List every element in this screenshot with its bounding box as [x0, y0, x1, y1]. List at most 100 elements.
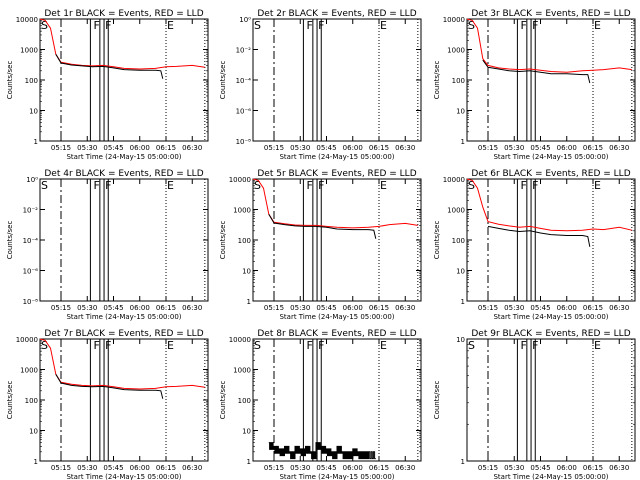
x-axis-label: Start Time (24-May-15 05:00:00) — [66, 473, 181, 480]
y-tick-label: 1000 — [20, 367, 38, 375]
y-tick-label: 100 — [25, 397, 38, 405]
event-marker-F: F — [105, 19, 111, 32]
event-marker-F: F — [521, 339, 527, 352]
x-tick-label: 06:15 — [369, 304, 389, 312]
y-axis-label: Counts/sec — [219, 61, 227, 100]
event-marker-S: S — [254, 19, 261, 32]
y-axis-label: Counts/sec — [6, 381, 14, 420]
y-tick-label: 10⁻⁴ — [23, 237, 39, 245]
y-tick-label: 10⁻⁶ — [23, 268, 39, 276]
event-marker-S: S — [41, 179, 48, 192]
x-tick-label: 06:00 — [130, 304, 150, 312]
x-tick-label: 06:15 — [156, 144, 176, 152]
y-tick-label: 1 — [461, 138, 465, 146]
event-marker-F: F — [318, 179, 324, 192]
series-events-line — [268, 213, 377, 239]
chart-title: Det 7r BLACK = Events, RED = LLD — [44, 329, 203, 339]
x-tick-label: 05:15 — [51, 144, 71, 152]
x-tick-label: 06:00 — [343, 144, 363, 152]
event-marker-E: E — [380, 339, 387, 352]
x-tick-label: 06:30 — [182, 144, 202, 152]
series-lld-line — [466, 18, 632, 73]
chart-panel-4: Det 4r BLACK = Events, RED = LLD 10⁻⁸ 10⁻⁶… — [6, 169, 209, 321]
y-tick-label: 10000 — [16, 336, 38, 344]
x-tick-label: 05:45 — [316, 144, 336, 152]
y-tick-label: 10 — [242, 428, 251, 436]
event-marker-E: E — [167, 179, 174, 192]
y-axis-label: Counts/sec — [433, 221, 441, 260]
chart-panel-6: Det 6r BLACK = Events, RED = LLD 1 10 100 10… — [433, 169, 636, 321]
y-tick-label: 10000 — [229, 336, 251, 344]
event-marker-F: F — [521, 19, 527, 32]
x-tick-label: 06:15 — [583, 304, 603, 312]
x-tick-label: 06:30 — [609, 464, 629, 472]
x-tick-label: 05:15 — [478, 464, 498, 472]
event-marker-F: F — [307, 179, 313, 192]
y-axis-label: Counts/sec — [6, 61, 14, 100]
series-lld-line — [39, 338, 205, 390]
event-marker-F: F — [94, 19, 100, 32]
x-tick-label: 06:30 — [395, 304, 415, 312]
y-tick-label: 10⁻⁸ — [23, 298, 39, 306]
x-axis-label: Start Time (24-May-15 05:00:00) — [493, 153, 608, 161]
event-marker-F: F — [307, 339, 313, 352]
chart-title: Det 9r BLACK = Events, RED = LLD — [471, 329, 630, 339]
chart-panel-2: Det 2r BLACK = Events, RED = LLD 10⁻⁸ 10⁻⁶… — [219, 9, 422, 161]
x-tick-label: 05:30 — [504, 304, 524, 312]
y-axis-label: Counts/sec — [6, 221, 14, 260]
x-tick-label: 06:30 — [395, 464, 415, 472]
x-tick-label: 06:00 — [343, 304, 363, 312]
x-tick-label: 05:30 — [290, 304, 310, 312]
x-tick-label: 05:45 — [103, 144, 123, 152]
x-tick-label: 05:45 — [103, 464, 123, 472]
plot-frame — [466, 338, 636, 462]
x-tick-label: 06:00 — [130, 144, 150, 152]
chart-title: Det 6r BLACK = Events, RED = LLD — [471, 169, 630, 179]
y-tick-label: 1 — [247, 458, 251, 466]
event-marker-F: F — [318, 19, 324, 32]
y-tick-label: 10⁻² — [23, 207, 39, 215]
event-marker-F: F — [94, 339, 100, 352]
x-tick-label: 05:15 — [478, 304, 498, 312]
event-marker-F: F — [105, 339, 111, 352]
plot-frame — [252, 18, 422, 142]
y-tick-label: 10 — [29, 428, 38, 436]
event-marker-E: E — [594, 19, 601, 32]
y-tick-label: 1 — [461, 458, 465, 466]
y-tick-label: 1 — [461, 298, 465, 306]
series-lld-line — [39, 18, 205, 70]
x-tick-label: 05:15 — [478, 144, 498, 152]
y-tick-label: 100 — [452, 237, 465, 245]
x-tick-label: 06:00 — [130, 464, 150, 472]
chart-panel-7: Det 7r BLACK = Events, RED = LLD 1 10 100 10… — [6, 329, 209, 480]
chart-panel-8: Det 8r BLACK = Events, RED = LLD 1 10 100 10… — [219, 329, 422, 480]
y-tick-label: 10⁻² — [236, 47, 252, 55]
x-tick-label: 06:00 — [557, 304, 577, 312]
chart-panel-3: Det 3r BLACK = Events, RED = LLD 1 10 100 10… — [433, 9, 636, 161]
x-tick-label: 06:00 — [343, 464, 363, 472]
y-tick-label: 100 — [25, 77, 38, 85]
x-tick-label: 05:45 — [530, 464, 550, 472]
series-events-line — [268, 442, 376, 460]
event-marker-E: E — [380, 19, 387, 32]
x-tick-label: 05:45 — [103, 304, 123, 312]
y-tick-label: 1 — [247, 298, 251, 306]
y-tick-label: 10⁰ — [26, 176, 38, 184]
plot-frame — [39, 178, 209, 302]
y-tick-label: 1 — [34, 458, 38, 466]
y-tick-label: 10000 — [16, 16, 38, 24]
x-tick-label: 06:30 — [609, 144, 629, 152]
y-tick-label: 1000 — [447, 47, 465, 55]
chart-title: Det 3r BLACK = Events, RED = LLD — [471, 9, 630, 19]
y-tick-label: 10⁻⁴ — [236, 77, 252, 85]
x-tick-label: 05:30 — [77, 144, 97, 152]
x-axis-label: Start Time (24-May-15 05:00:00) — [66, 313, 181, 321]
y-tick-label: 1000 — [233, 207, 251, 215]
x-axis-label: Start Time (24-May-15 05:00:00) — [279, 153, 394, 161]
y-tick-label: 1000 — [233, 367, 251, 375]
x-tick-label: 05:45 — [316, 464, 336, 472]
y-tick-label: 10⁻⁶ — [236, 108, 252, 116]
y-tick-label: 100 — [238, 237, 251, 245]
y-tick-label: 10000 — [229, 176, 251, 184]
event-marker-E: E — [167, 339, 174, 352]
